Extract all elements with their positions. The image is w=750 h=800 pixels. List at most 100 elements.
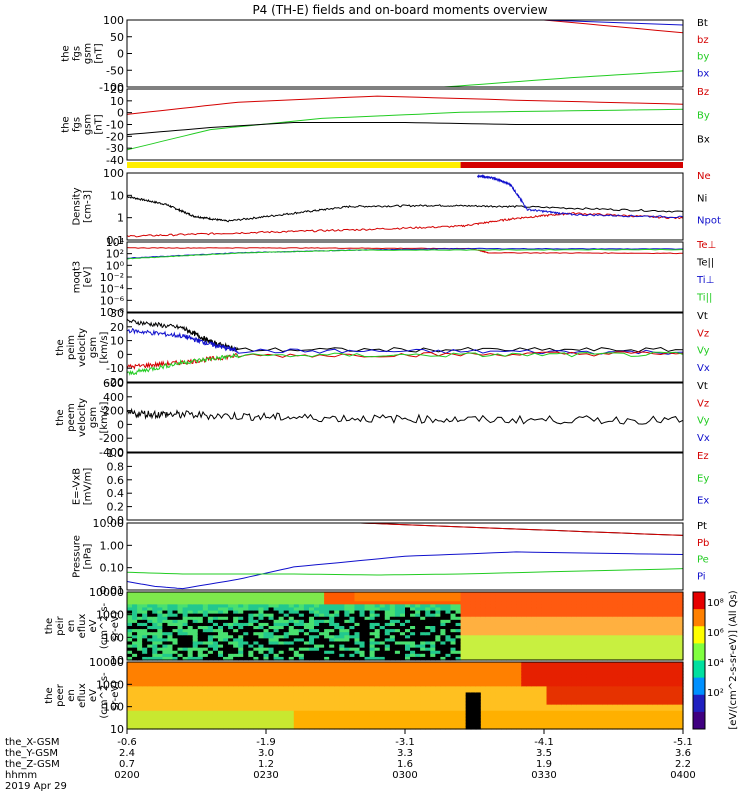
heatmap-cell <box>480 719 487 724</box>
heatmap-cell <box>182 638 189 643</box>
heatmap-cell <box>465 635 472 639</box>
heatmap-cell <box>187 638 194 643</box>
heatmap-cell <box>581 662 588 666</box>
heatmap-cell <box>344 710 350 715</box>
heatmap-cell <box>410 598 416 602</box>
heatmap-cell <box>622 677 628 681</box>
heatmap-cell <box>521 686 527 691</box>
heatmap-cell <box>430 644 436 649</box>
heatmap-cell <box>394 598 401 602</box>
heatmap-cell <box>677 592 684 596</box>
heatmap-cell <box>642 598 649 602</box>
heatmap-cell <box>415 707 421 712</box>
heatmap-cell <box>162 707 169 712</box>
heatmap-cell <box>586 704 593 709</box>
heatmap-cell <box>632 613 639 618</box>
heatmap-cell <box>612 686 618 691</box>
heatmap-cell <box>556 650 563 655</box>
heatmap-cell <box>627 686 634 691</box>
heatmap-cell <box>364 701 371 706</box>
heatmap-cell <box>430 622 436 627</box>
heatmap-cell <box>379 607 386 612</box>
heatmap-cell <box>586 707 593 712</box>
heatmap-cell <box>485 677 492 681</box>
heatmap-cell <box>187 671 194 675</box>
heatmap-cell <box>571 686 578 691</box>
heatmap-cell <box>475 707 482 712</box>
heatmap-cell <box>268 704 275 709</box>
heatmap-cell <box>248 665 254 669</box>
heatmap-cell <box>162 635 169 639</box>
heatmap-cell <box>642 689 649 694</box>
heatmap-cell <box>314 662 320 666</box>
heatmap-cell <box>415 616 421 621</box>
heatmap-cell <box>642 647 649 652</box>
heatmap-cell <box>435 689 441 694</box>
heatmap-cell <box>233 716 239 721</box>
heatmap-cell <box>157 686 163 691</box>
heatmap-cell <box>182 665 189 669</box>
heatmap-cell <box>581 674 588 678</box>
heatmap-cell <box>465 622 472 627</box>
heatmap-cell <box>602 635 608 639</box>
heatmap-cell <box>248 613 254 618</box>
heatmap-cell <box>420 725 426 730</box>
heatmap-cell <box>460 644 467 649</box>
heatmap-cell <box>132 704 138 709</box>
heatmap-cell <box>359 619 366 624</box>
heatmap-cell <box>344 722 350 727</box>
heatmap-cell <box>440 707 447 712</box>
heatmap-cell <box>202 722 209 727</box>
heatmap-cell <box>202 616 209 621</box>
heatmap-cell <box>329 701 335 706</box>
heatmap-cell <box>566 701 573 706</box>
heatmap-cell <box>152 598 158 602</box>
heatmap-cell <box>288 701 295 706</box>
heatmap-cell <box>597 647 603 652</box>
heatmap-cell <box>592 638 598 643</box>
heatmap-cell <box>379 656 386 661</box>
heatmap-cell <box>430 635 436 639</box>
heatmap-cell <box>273 604 280 609</box>
heatmap-cell <box>127 607 133 612</box>
heatmap-cell <box>389 701 396 706</box>
heatmap-cell <box>324 650 330 655</box>
heatmap-cell <box>399 722 406 727</box>
heatmap-cell <box>137 686 143 691</box>
heatmap-cell <box>480 638 487 643</box>
heatmap-cell <box>389 680 396 684</box>
heatmap-cell <box>445 604 452 609</box>
ylabel: E=-VxB <box>72 468 83 505</box>
heatmap-cell <box>152 629 158 633</box>
heatmap-cell <box>627 674 634 678</box>
heatmap-cell <box>172 632 179 636</box>
heatmap-cell <box>561 595 568 599</box>
heatmap-cell <box>637 707 644 712</box>
heatmap-cell <box>379 683 386 687</box>
heatmap-cell <box>450 695 457 700</box>
heatmap-cell <box>642 604 649 609</box>
heatmap-cell <box>223 601 229 605</box>
heatmap-cell <box>364 692 371 697</box>
heatmap-cell <box>172 592 179 596</box>
heatmap-cell <box>602 638 608 643</box>
heatmap-cell <box>460 713 467 718</box>
heatmap-cell <box>581 607 588 612</box>
heatmap-cell <box>632 704 639 709</box>
heatmap-cell <box>384 713 391 718</box>
heatmap-cell <box>212 604 219 609</box>
heatmap-cell <box>394 725 401 730</box>
heatmap-cell <box>132 719 138 724</box>
heatmap-cell <box>243 677 249 681</box>
heatmap-cell <box>217 626 224 630</box>
heatmap-cell <box>576 725 583 730</box>
heatmap-cell <box>248 662 254 666</box>
heatmap-cell <box>248 668 254 672</box>
heatmap-cell <box>637 604 644 609</box>
heatmap-cell <box>233 601 239 605</box>
heatmap-cell <box>379 626 386 630</box>
heatmap-cell <box>324 677 330 681</box>
heatmap-cell <box>602 601 608 605</box>
heatmap-cell <box>531 598 538 602</box>
